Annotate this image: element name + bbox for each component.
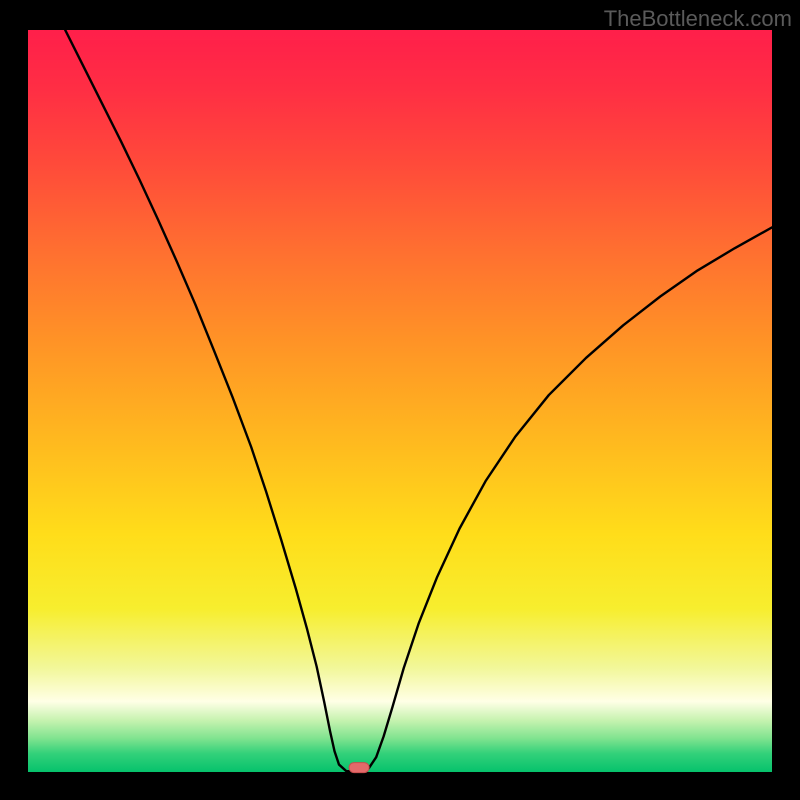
bottleneck-chart: TheBottleneck.com: [0, 0, 800, 800]
watermark-text: TheBottleneck.com: [604, 6, 792, 32]
plot-area: [28, 30, 772, 772]
gradient-background: [28, 30, 772, 772]
optimal-marker: [349, 762, 370, 774]
